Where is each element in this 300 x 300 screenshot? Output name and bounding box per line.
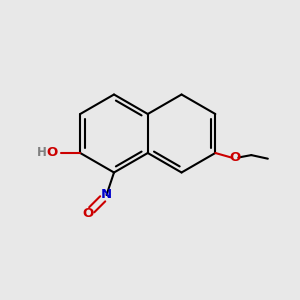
Text: O: O [82, 207, 94, 220]
Text: H: H [37, 146, 46, 159]
Text: O: O [229, 151, 240, 164]
Text: N: N [101, 188, 112, 202]
Text: O: O [46, 146, 58, 159]
